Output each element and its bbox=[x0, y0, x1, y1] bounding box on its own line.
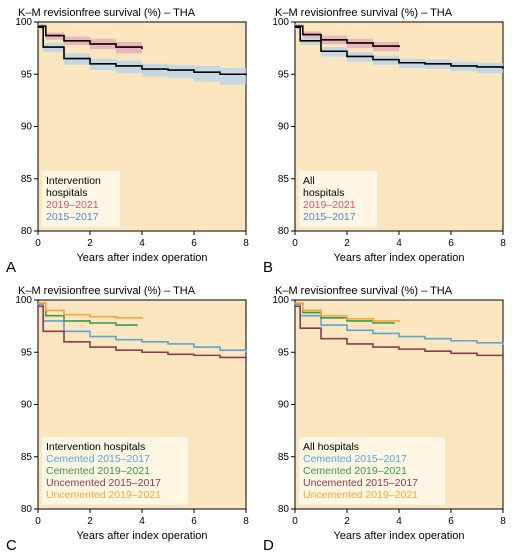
y-tick-label: 80 bbox=[278, 226, 290, 237]
y-tick-label: 100 bbox=[272, 17, 289, 28]
y-tick-label: 100 bbox=[15, 17, 32, 28]
survival-chart-C: K–M revisionfree survival (%) – THA80859… bbox=[4, 282, 252, 547]
y-tick-label: 90 bbox=[278, 400, 290, 411]
x-tick-label: 8 bbox=[243, 516, 249, 527]
panel-letter: A bbox=[6, 259, 16, 276]
survival-chart-D: K–M revisionfree survival (%) – THA80859… bbox=[261, 282, 509, 547]
panel-B: K–M revisionfree survival (%) – THA80859… bbox=[261, 4, 510, 274]
x-tick-label: 0 bbox=[292, 516, 298, 527]
y-tick-label: 95 bbox=[21, 347, 33, 358]
x-tick-label: 4 bbox=[396, 516, 402, 527]
y-tick-label: 80 bbox=[278, 504, 290, 515]
legend-item: Cemented 2015–2017 bbox=[303, 453, 407, 465]
x-tick-label: 6 bbox=[448, 238, 454, 249]
panel-C: K–M revisionfree survival (%) – THA80859… bbox=[4, 282, 253, 552]
legend-item: 2015–2017 bbox=[46, 211, 99, 223]
y-tick-label: 80 bbox=[21, 226, 33, 237]
x-tick-label: 0 bbox=[35, 516, 41, 527]
x-tick-label: 2 bbox=[87, 238, 93, 249]
survival-chart-B: K–M revisionfree survival (%) – THA80859… bbox=[261, 4, 509, 269]
y-tick-label: 85 bbox=[278, 452, 290, 463]
y-tick-label: 85 bbox=[21, 452, 33, 463]
y-tick-label: 100 bbox=[272, 295, 289, 306]
chart-title: K–M revisionfree survival (%) – THA bbox=[18, 7, 196, 19]
y-tick-label: 95 bbox=[278, 69, 290, 80]
x-tick-label: 4 bbox=[396, 238, 402, 249]
panel-A: K–M revisionfree survival (%) – THA80859… bbox=[4, 4, 253, 274]
y-tick-label: 90 bbox=[21, 400, 33, 411]
legend-item: Cemented 2019–2021 bbox=[303, 465, 407, 477]
y-tick-label: 90 bbox=[21, 122, 33, 133]
legend-item: Cemented 2019–2021 bbox=[46, 465, 150, 477]
x-tick-label: 2 bbox=[344, 516, 350, 527]
y-tick-label: 90 bbox=[278, 122, 290, 133]
legend-item: Cemented 2015–2017 bbox=[46, 453, 150, 465]
legend-item: Uncemented 2019–2021 bbox=[46, 489, 161, 501]
x-axis-label: Years after index operation bbox=[333, 530, 464, 542]
y-tick-label: 95 bbox=[278, 347, 290, 358]
y-tick-label: 85 bbox=[278, 174, 290, 185]
legend-header: All hospitals bbox=[303, 441, 359, 453]
x-axis-label: Years after index operation bbox=[333, 252, 464, 264]
x-tick-label: 0 bbox=[292, 238, 298, 249]
panel-letter: D bbox=[263, 537, 274, 554]
legend-item: Uncemented 2019–2021 bbox=[303, 489, 418, 501]
y-tick-label: 80 bbox=[21, 504, 33, 515]
panel-letter: C bbox=[6, 537, 17, 554]
x-tick-label: 2 bbox=[87, 516, 93, 527]
x-tick-label: 6 bbox=[448, 516, 454, 527]
legend-header: hospitals bbox=[303, 187, 344, 199]
chart-title: K–M revisionfree survival (%) – THA bbox=[275, 7, 453, 19]
x-tick-label: 0 bbox=[35, 238, 41, 249]
y-tick-label: 85 bbox=[21, 174, 33, 185]
x-tick-label: 6 bbox=[191, 238, 197, 249]
x-axis-label: Years after index operation bbox=[76, 530, 207, 542]
legend-item: 2019–2021 bbox=[46, 199, 99, 211]
x-tick-label: 8 bbox=[500, 516, 506, 527]
panel-D: K–M revisionfree survival (%) – THA80859… bbox=[261, 282, 510, 552]
legend-header: All bbox=[303, 175, 315, 187]
survival-chart-A: K–M revisionfree survival (%) – THA80859… bbox=[4, 4, 252, 269]
legend-header: Intervention hospitals bbox=[46, 441, 145, 453]
x-tick-label: 4 bbox=[139, 238, 145, 249]
panel-letter: B bbox=[263, 259, 273, 276]
chart-title: K–M revisionfree survival (%) – THA bbox=[275, 285, 453, 297]
x-tick-label: 6 bbox=[191, 516, 197, 527]
x-tick-label: 4 bbox=[139, 516, 145, 527]
legend-item: Uncemented 2015–2017 bbox=[303, 477, 418, 489]
chart-grid: K–M revisionfree survival (%) – THA80859… bbox=[0, 0, 514, 556]
x-axis-label: Years after index operation bbox=[76, 252, 207, 264]
x-tick-label: 2 bbox=[344, 238, 350, 249]
y-tick-label: 100 bbox=[15, 295, 32, 306]
x-tick-label: 8 bbox=[243, 238, 249, 249]
legend-item: 2019–2021 bbox=[303, 199, 356, 211]
chart-title: K–M revisionfree survival (%) – THA bbox=[18, 285, 196, 297]
x-tick-label: 8 bbox=[500, 238, 506, 249]
legend-header: hospitals bbox=[46, 187, 87, 199]
legend-item: Uncemented 2015–2017 bbox=[46, 477, 161, 489]
legend-item: 2015–2017 bbox=[303, 211, 356, 223]
legend-header: Intervention bbox=[46, 175, 101, 187]
y-tick-label: 95 bbox=[21, 69, 33, 80]
